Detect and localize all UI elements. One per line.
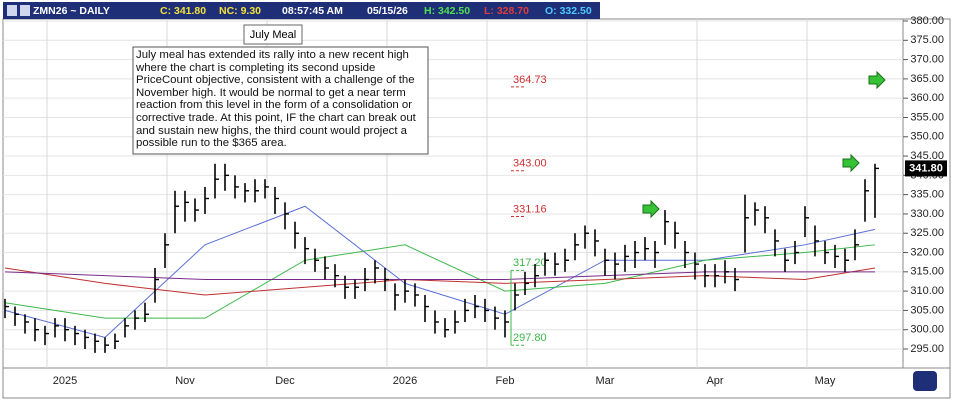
y-tick-label: 330.00 (910, 208, 944, 220)
high: H: 342.50 (424, 5, 470, 17)
chart-title: July Meal (250, 29, 296, 41)
y-tick-label: 335.00 (910, 189, 944, 201)
header: ZMN26 ~ DAILY C: 341.80 NC: 9.30 08:57:4… (3, 2, 600, 19)
y-tick-label: 325.00 (910, 227, 944, 239)
last-price-label: 341.80 (909, 162, 943, 174)
title-tab (243, 24, 303, 45)
plot: 295.00 300.00 305.00 310.00 315.00 320.00 325.… (3, 15, 944, 387)
level-label: 317.20 (513, 257, 547, 269)
y-tick-label: 315.00 (910, 266, 944, 278)
open: O: 332.50 (545, 5, 592, 17)
x-tick-label: Apr (706, 375, 723, 387)
x-tick-label: Dec (275, 375, 295, 387)
level-label: 331.16 (513, 203, 547, 215)
level-label: 343.00 (513, 158, 547, 170)
x-tick-label: 2026 (393, 375, 417, 387)
arrow (842, 153, 860, 173)
x-tick-label: Nov (175, 375, 195, 387)
arrow (642, 199, 660, 219)
y-tick-label: 355.00 (910, 111, 944, 123)
y-tick-label: 300.00 (910, 324, 944, 336)
last-price-box (905, 160, 947, 177)
moving-average (4, 244, 876, 319)
x-tick-label: 2025 (53, 375, 77, 387)
y-tick-label: 375.00 (910, 34, 944, 46)
level-label: 364.73 (513, 74, 547, 86)
header-bar (3, 2, 600, 19)
x-tick-label: Feb (496, 375, 515, 387)
x-tick-label: Mar (596, 375, 615, 387)
y-tick-label: 370.00 (910, 53, 944, 65)
y-tick-label: 305.00 (910, 304, 944, 316)
y-tick-label: 365.00 (910, 73, 944, 85)
y-tick-label: 350.00 (910, 131, 944, 143)
y-tick-label: 380.00 (910, 15, 944, 27)
date: 05/15/26 (367, 5, 408, 17)
icon[interactable] (20, 5, 30, 16)
x-axis-frame (2, 367, 951, 399)
close: C: 341.80 (160, 5, 206, 17)
time: 08:57:45 AM (282, 5, 343, 17)
y-tick-label: 310.00 (910, 285, 944, 297)
y-tick-label: 345.00 (910, 150, 944, 162)
symbol: ZMN26 ~ DAILY (33, 5, 110, 17)
net-change: NC: 9.30 (219, 5, 261, 17)
arrow (868, 70, 886, 90)
level-label: 297.80 (513, 332, 547, 344)
y-tick-label: 360.00 (910, 92, 944, 104)
y-tick-label: 320.00 (910, 246, 944, 258)
low: L: 328.70 (484, 5, 529, 17)
y-tick-label: 295.00 (910, 343, 944, 355)
note-box (132, 46, 429, 155)
logo[interactable] (913, 371, 937, 391)
icon[interactable] (7, 5, 17, 16)
annotation: July meal has extended its rally into a … (136, 49, 416, 150)
x-tick-label: May (815, 375, 836, 387)
